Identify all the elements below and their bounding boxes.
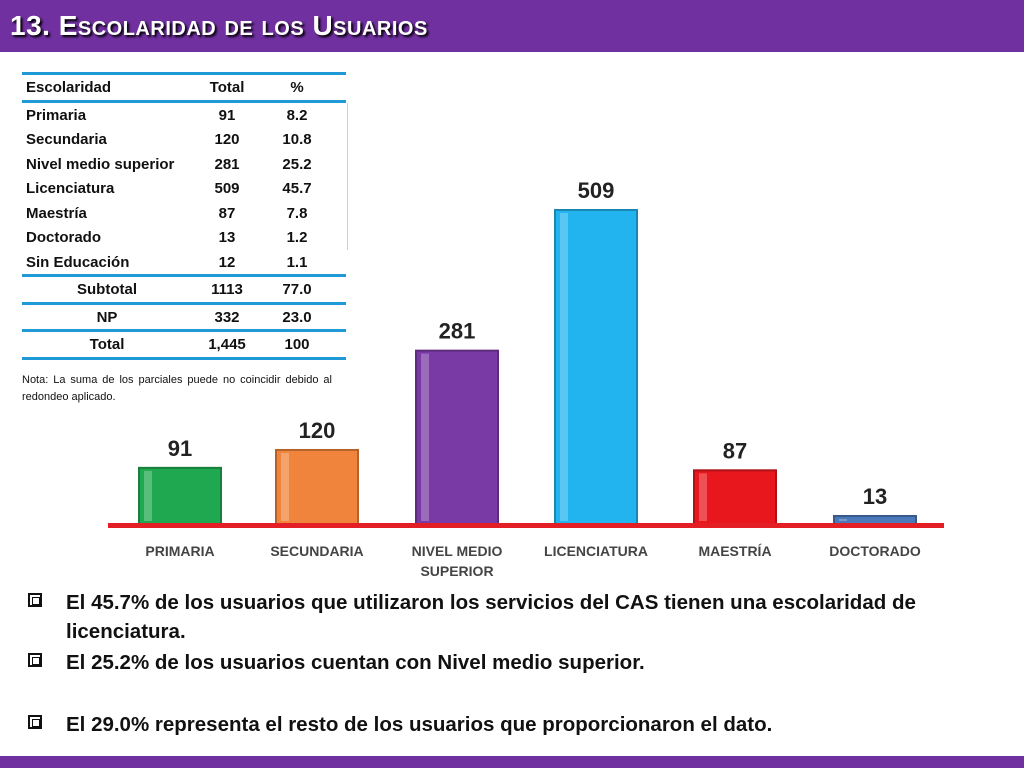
category-label: NIVEL MEDIO [412,543,503,559]
table-cell: Sin Educación [26,253,130,271]
table-row: Secundaria 120 10.8 [22,127,348,152]
table-header-cell: Total [209,79,245,96]
table-row: Doctorado 13 1.2 [22,225,348,250]
schooling-table: Escolaridad Total % Primaria 91 8.2 Secu… [22,72,348,360]
table-divider [347,176,348,201]
table-cell: 120 [214,131,240,148]
table-cell: 10.8 [282,131,312,148]
table-row: Licenciatura 509 45.7 [22,176,348,201]
table-header-row: Escolaridad Total % [22,72,346,103]
table-cell: 91 [218,106,236,124]
table-divider [347,225,348,250]
table-cell: Subtotal [77,281,137,298]
table-cell: 25.2 [282,155,312,173]
category-label: SUPERIOR [420,563,493,579]
table-cell: NP [96,308,118,326]
table-cell: 87 [218,204,236,222]
bar-chart: 91 PRIMARIA 120 SECUNDARIA 281 NIVEL MEDIO SUP… [108,178,944,579]
table-cell: 12 [218,253,236,271]
data-label: 281 [439,319,476,344]
data-label: 13 [863,484,887,509]
table-cell: 1113 [211,281,243,298]
page-title: 13. Escolaridad de los Usuarios [10,10,428,41]
baseline-axis [108,523,944,528]
bar-highlight [281,452,289,521]
table-divider [347,127,348,152]
bullet-text: El 45.7% de los usuarios que utilizaron … [66,591,916,643]
bullet-text: El 29.0% representa el resto de los usua… [66,713,773,736]
bar-highlight [699,473,707,521]
bar-highlight [560,213,568,521]
table-cell: Maestría [26,204,87,222]
table-divider [347,151,348,176]
category-label: DOCTORADO [829,543,921,559]
data-label: 87 [723,438,747,463]
bar [554,209,638,525]
table-cell: 7.8 [286,204,308,222]
table-cell: 45.7 [282,180,312,197]
data-label: 509 [578,178,615,203]
table-header-cell: Escolaridad [26,79,112,96]
table-cell: 1.1 [286,253,308,271]
table-row: Maestría 87 7.8 [22,200,348,225]
bar-highlight [421,353,429,521]
bar-highlight [144,470,152,521]
table-cell: Doctorado [26,229,101,246]
data-label: 120 [299,418,336,443]
bar [415,349,499,525]
total-row: Total 1,445 100 [22,332,346,360]
bottom-bar [0,756,1024,768]
category-label: SECUNDARIA [270,543,363,559]
checkbox-bullet-icon [28,715,42,729]
category-label: PRIMARIA [145,543,214,559]
table-cell: 23.0 [282,308,312,326]
category-label: MAESTRÍA [698,543,771,559]
table-cell: 1.2 [286,229,308,246]
category-label: LICENCIATURA [544,543,648,559]
table-note: Nota: La suma de los parciales puede no … [22,374,332,403]
table-cell: Primaria [26,106,87,124]
table-divider [347,102,348,127]
title-bar: 13. Escolaridad de los Usuarios [0,0,1024,52]
table-cell: 332 [214,308,240,326]
table-row: Primaria 91 8.2 [22,102,348,127]
table-cell: Total [89,336,125,353]
table-divider [347,200,348,225]
table-cell: Secundaria [26,131,107,148]
subtotal-row: Subtotal 1113 77.0 [22,277,346,305]
table-cell: 13 [218,229,236,246]
table-cell: 100 [284,336,310,353]
table-cell: 1,445 [208,336,246,353]
checkbox-bullet-icon [28,653,42,667]
checkbox-bullet-icon [28,593,42,607]
table-row: Nivel medio superior 281 25.2 [22,151,348,176]
table-header-cell: % [290,79,304,96]
table-cell: Licenciatura [26,180,115,197]
bar-highlight [839,518,847,521]
table-cell: 77.0 [282,281,312,298]
table-cell: 509 [214,180,240,197]
table-cell: 281 [214,155,240,173]
table-cell: Nivel medio superior [26,155,175,173]
table-cell: 8.2 [286,106,308,124]
data-label: 91 [168,436,192,461]
np-row: NP 332 23.0 [22,305,346,332]
table-row: Sin Educación 12 1.1 [22,250,346,277]
bullet-text: El 25.2% de los usuarios cuentan con Niv… [66,651,645,674]
